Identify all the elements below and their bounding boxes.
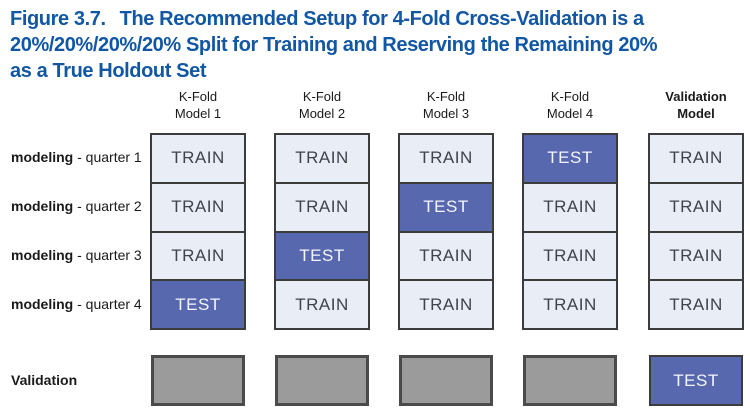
row-label-rest: - quarter 1	[73, 149, 142, 165]
kfold-model-2-column: TRAIN TRAIN TEST TRAIN	[274, 133, 370, 330]
row-label-rest: - quarter 2	[73, 198, 142, 214]
figure-title-text-1: The Recommended Setup for 4-Fold Cross-V…	[119, 8, 644, 30]
column-header-line-2: Model 4	[546, 106, 594, 121]
cell-model2-quarter1: TRAIN	[276, 135, 368, 182]
cell-model1-quarter4: TEST	[152, 279, 244, 328]
cell-validationmodel-quarter4: TRAIN	[650, 279, 742, 328]
cell-model3-quarter1: TRAIN	[400, 135, 492, 182]
cell-validationmodel-quarter1: TRAIN	[650, 135, 742, 182]
column-header-line-2: Model	[677, 106, 715, 121]
column-header-validation-model: Validation Model	[648, 88, 744, 122]
cell-model1-quarter1: TRAIN	[152, 135, 244, 182]
validation-holdout-box-1	[151, 355, 245, 406]
row-label-bold: modeling	[11, 149, 74, 165]
cell-model3-quarter3: TRAIN	[400, 230, 492, 280]
figure-title-line-1: Figure 3.7. The Recommended Setup for 4-F…	[10, 6, 657, 32]
validation-holdout-box-3	[399, 355, 493, 406]
validation-test-box: TEST	[649, 355, 743, 406]
column-header-line-1: K-Fold	[426, 89, 466, 104]
kfold-model-3-column: TRAIN TEST TRAIN TRAIN	[398, 133, 494, 330]
column-header-line-2: Model 3	[422, 106, 470, 121]
cell-validationmodel-quarter3: TRAIN	[650, 230, 742, 280]
row-label-quarter-2: modeling - quarter 2	[11, 198, 142, 215]
validation-holdout-box-4	[523, 355, 617, 406]
validation-row-label: Validation	[11, 372, 78, 388]
column-header-kfold-model-1: K-Fold Model 1	[150, 88, 246, 122]
row-label-rest: - quarter 4	[73, 296, 142, 312]
column-header-kfold-model-2: K-Fold Model 2	[274, 88, 370, 122]
row-label-rest: - quarter 3	[73, 247, 142, 263]
validation-holdout-box-2	[275, 355, 369, 406]
validation-model-column: TRAIN TRAIN TRAIN TRAIN	[648, 133, 744, 330]
column-header-line-2: Model 1	[174, 106, 222, 121]
figure-title-line-2: 20%/20%/20%/20% Split for Training and R…	[10, 34, 658, 56]
row-label-bold: modeling	[11, 247, 74, 263]
row-label-quarter-1: modeling - quarter 1	[11, 149, 142, 166]
cell-model4-quarter3: TRAIN	[524, 230, 616, 280]
row-label-quarter-4: modeling - quarter 4	[11, 296, 142, 313]
cell-model2-quarter3: TEST	[276, 230, 368, 280]
kfold-model-1-column: TRAIN TRAIN TRAIN TEST	[150, 133, 246, 330]
cell-model2-quarter4: TRAIN	[276, 279, 368, 328]
row-label-bold: modeling	[11, 296, 74, 312]
cell-model3-quarter2: TEST	[400, 181, 492, 231]
figure-title-line-3: as a True Holdout Set	[10, 60, 207, 82]
column-header-kfold-model-4: K-Fold Model 4	[522, 88, 618, 122]
row-label-quarter-3: modeling - quarter 3	[11, 247, 142, 264]
column-header-line-1: K-Fold	[302, 89, 342, 104]
figure-caption: Figure 3.7. The Recommended Setup for 4-F…	[10, 6, 658, 84]
cell-model4-quarter1: TEST	[524, 135, 616, 182]
cell-model2-quarter2: TRAIN	[276, 181, 368, 231]
cell-validationmodel-quarter2: TRAIN	[650, 181, 742, 231]
cell-model1-quarter2: TRAIN	[152, 181, 244, 231]
column-header-line-1: Validation	[665, 89, 727, 104]
figure-number: Figure 3.7.	[10, 8, 106, 30]
column-header-line-1: K-Fold	[178, 89, 218, 104]
cell-model1-quarter3: TRAIN	[152, 230, 244, 280]
cell-model4-quarter4: TRAIN	[524, 279, 616, 328]
column-header-line-2: Model 2	[298, 106, 346, 121]
cell-model3-quarter4: TRAIN	[400, 279, 492, 328]
column-header-line-1: K-Fold	[550, 89, 590, 104]
cell-model4-quarter2: TRAIN	[524, 181, 616, 231]
column-header-kfold-model-3: K-Fold Model 3	[398, 88, 494, 122]
row-label-bold: modeling	[11, 198, 74, 214]
kfold-model-4-column: TEST TRAIN TRAIN TRAIN	[522, 133, 618, 330]
